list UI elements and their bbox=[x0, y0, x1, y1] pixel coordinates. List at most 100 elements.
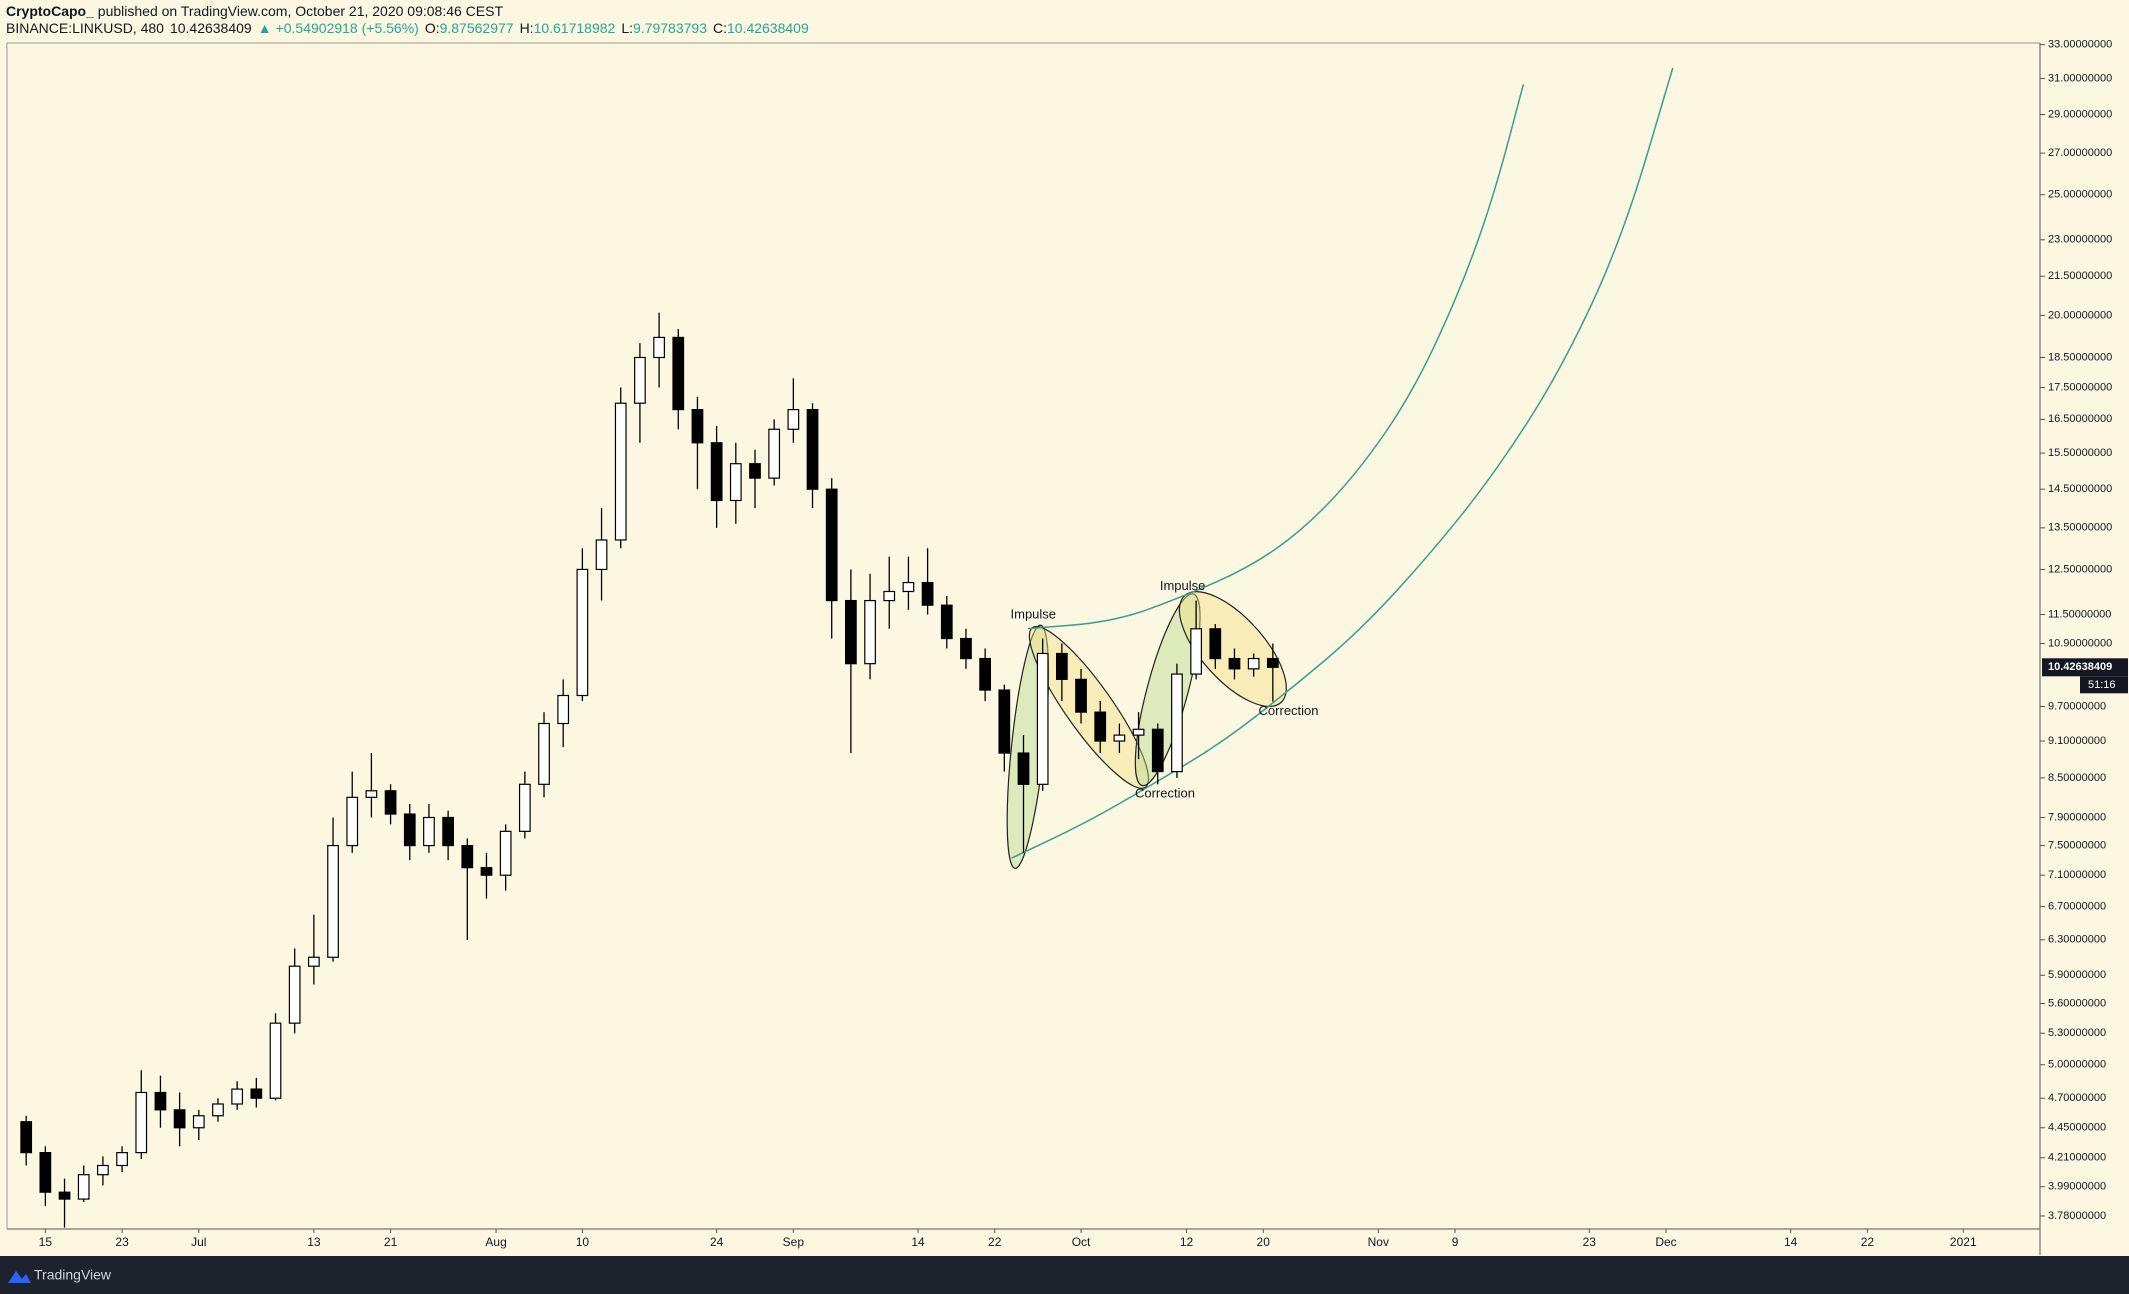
countdown-tag bbox=[2080, 676, 2128, 694]
candle-body bbox=[595, 539, 608, 571]
h-value: 10.61718982 bbox=[534, 20, 616, 36]
l-value: 9.79783793 bbox=[633, 20, 707, 36]
candle-body bbox=[864, 599, 876, 665]
candle-body bbox=[1266, 657, 1279, 668]
candle-body bbox=[192, 1115, 205, 1129]
price-tag bbox=[2042, 658, 2128, 677]
x-tick-label: 21 bbox=[384, 1235, 398, 1249]
channel-curve bbox=[1027, 83, 1525, 630]
candle-body bbox=[1075, 678, 1087, 713]
price-tag-label: 10.42638409 bbox=[2048, 661, 2112, 673]
y-tick-label: 5.30000000 bbox=[2048, 1027, 2106, 1039]
y-tick-label: 10.90000000 bbox=[2048, 637, 2112, 649]
candle-body bbox=[1190, 628, 1202, 675]
candle-body bbox=[614, 402, 627, 541]
x-tick-label: 24 bbox=[710, 1235, 724, 1249]
candle-body bbox=[423, 816, 435, 847]
x-tick-label: 15 bbox=[39, 1235, 53, 1249]
y-tick-label: 16.50000000 bbox=[2048, 413, 2112, 425]
candle-body bbox=[1113, 734, 1126, 742]
candle-body bbox=[39, 1152, 52, 1193]
candle-body bbox=[1132, 728, 1145, 736]
x-tick-label: 22 bbox=[988, 1235, 1002, 1249]
candle-body bbox=[346, 796, 359, 847]
candle-body bbox=[653, 336, 665, 359]
candle-body bbox=[1247, 657, 1260, 670]
candle-body bbox=[250, 1088, 263, 1099]
candle-body bbox=[634, 356, 646, 404]
change: +0.54902918 (+5.56%) bbox=[276, 20, 419, 36]
candle-body bbox=[135, 1091, 148, 1154]
y-tick-label: 23.00000000 bbox=[2048, 234, 2112, 246]
candle-body bbox=[979, 657, 992, 691]
candle-body bbox=[20, 1121, 33, 1154]
candle-body bbox=[768, 428, 781, 479]
candle-body bbox=[729, 463, 742, 502]
y-tick-label: 5.60000000 bbox=[2048, 997, 2106, 1009]
candle-body bbox=[58, 1191, 71, 1200]
candle-body bbox=[825, 488, 838, 602]
candle-body bbox=[557, 694, 570, 725]
candle-body bbox=[231, 1088, 244, 1105]
y-tick-label: 4.21000000 bbox=[2048, 1152, 2106, 1164]
candle-body bbox=[845, 599, 857, 665]
header-line-2: BINANCE:LINKUSD, 480 10.42638409 ▲ +0.54902… bbox=[6, 20, 809, 36]
y-tick-label: 7.50000000 bbox=[2048, 839, 2106, 851]
o-value: 9.87562977 bbox=[440, 20, 514, 36]
candle-body bbox=[1055, 652, 1068, 680]
candle-body bbox=[672, 336, 685, 411]
candle-body bbox=[461, 844, 474, 869]
y-tick-label: 4.45000000 bbox=[2048, 1122, 2106, 1134]
candle-body bbox=[480, 867, 493, 876]
x-tick-label: Sep bbox=[783, 1235, 805, 1249]
candle-body bbox=[97, 1164, 109, 1176]
y-tick-label: 25.00000000 bbox=[2048, 189, 2112, 201]
candle-body bbox=[710, 442, 723, 502]
annotation: Impulse bbox=[1160, 578, 1206, 593]
x-tick-label: 22 bbox=[1861, 1235, 1875, 1249]
candle-body bbox=[787, 409, 800, 430]
candle-body bbox=[154, 1091, 167, 1111]
y-tick-label: 3.78000000 bbox=[2048, 1210, 2106, 1222]
y-tick-label: 7.90000000 bbox=[2048, 811, 2106, 823]
x-tick-label: 23 bbox=[1583, 1235, 1597, 1249]
candle-body bbox=[269, 1022, 282, 1099]
y-tick-label: 9.10000000 bbox=[2048, 735, 2106, 747]
x-tick-label: Aug bbox=[485, 1235, 506, 1249]
h-label: H: bbox=[520, 20, 534, 36]
candle-body bbox=[288, 965, 301, 1024]
candle-body bbox=[749, 463, 761, 479]
y-tick-label: 14.50000000 bbox=[2048, 483, 2112, 495]
y-tick-label: 11.50000000 bbox=[2048, 608, 2111, 620]
y-tick-label: 33.00000000 bbox=[2048, 39, 2112, 51]
annotation: Correction bbox=[1135, 786, 1195, 801]
y-tick-label: 20.00000000 bbox=[2048, 309, 2112, 321]
author: CryptoCapo_ bbox=[6, 3, 94, 19]
y-tick-label: 12.50000000 bbox=[2048, 563, 2112, 575]
candle-body bbox=[116, 1152, 128, 1167]
candle-body bbox=[576, 568, 589, 697]
candle-body bbox=[327, 844, 339, 958]
wave-ellipse bbox=[1134, 593, 1201, 787]
candle-body bbox=[902, 581, 915, 593]
annotation: Impulse bbox=[1011, 607, 1057, 622]
y-tick-label: 31.00000000 bbox=[2048, 72, 2112, 84]
y-tick-label: 7.10000000 bbox=[2048, 869, 2106, 881]
y-tick-label: 6.70000000 bbox=[2048, 900, 2106, 912]
annotation: Correction bbox=[1259, 703, 1319, 718]
y-tick-label: 4.70000000 bbox=[2048, 1092, 2106, 1104]
candle-body bbox=[538, 722, 550, 785]
candle-body bbox=[1171, 673, 1183, 773]
candle-body bbox=[403, 813, 416, 847]
candle-body bbox=[173, 1109, 186, 1129]
brand: TradingView bbox=[34, 1267, 112, 1283]
y-tick-label: 13.50000000 bbox=[2048, 522, 2112, 534]
x-tick-label: 14 bbox=[1784, 1235, 1798, 1249]
c-value: 10.42638409 bbox=[727, 20, 809, 36]
y-tick-label: 27.00000000 bbox=[2048, 147, 2112, 159]
x-tick-label: Dec bbox=[1655, 1235, 1676, 1249]
x-tick-label: 20 bbox=[1257, 1235, 1271, 1249]
arrow: ▲ bbox=[258, 20, 272, 36]
candle-body bbox=[960, 637, 972, 660]
x-tick-label: 10 bbox=[576, 1235, 590, 1249]
